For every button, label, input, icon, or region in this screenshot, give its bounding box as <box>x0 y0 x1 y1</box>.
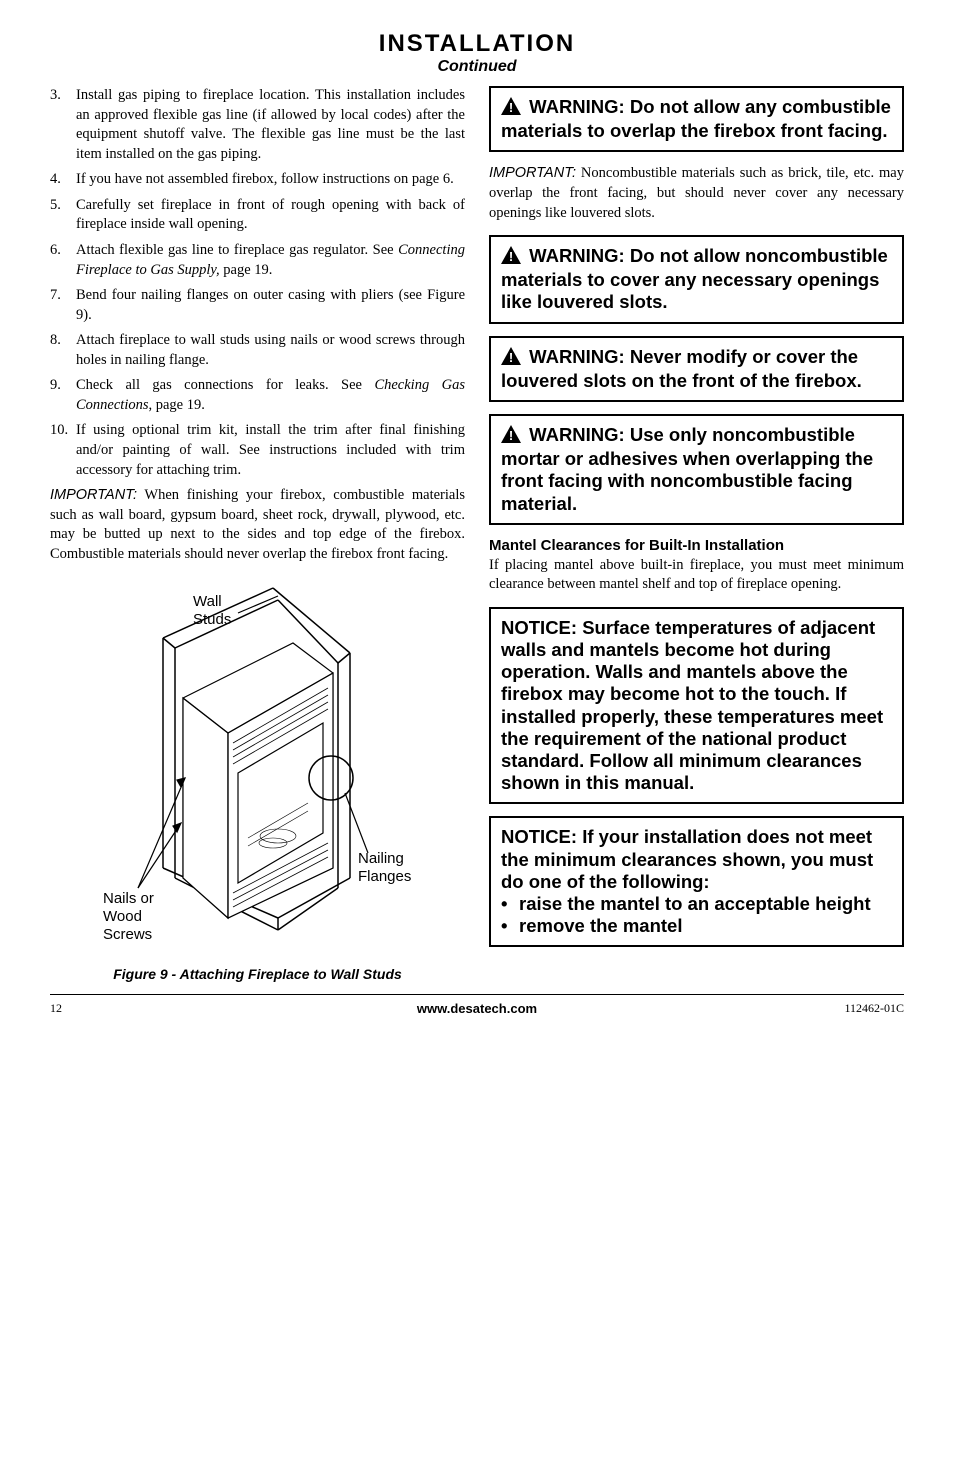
warning-2-text: WARNING: Do not allow noncombustible mat… <box>501 245 888 312</box>
list-item-body: If using optional trim kit, install the … <box>76 421 465 480</box>
list-item-body: Bend four nailing flanges on outer casin… <box>76 286 465 325</box>
bullet-text: raise the mantel to an acceptable height <box>519 893 871 915</box>
mantel-text: If placing mantel above built-in firepla… <box>489 556 904 595</box>
figure-9: Wall Studs Nailing Flanges Nails or Wood… <box>50 578 465 982</box>
list-item-number: 8. <box>50 331 76 370</box>
warning-box-3: ! WARNING: Never modify or cover the lou… <box>489 336 904 402</box>
footer-page-number: 12 <box>50 1001 170 1016</box>
list-item-body: If you have not assembled firebox, follo… <box>76 170 465 190</box>
notice-bullet: •remove the mantel <box>501 915 892 937</box>
warning-icon: ! <box>501 246 521 269</box>
warning-4-text: WARNING: Use only noncombustible mortar … <box>501 424 873 514</box>
warning-icon: ! <box>501 347 521 370</box>
warning-3-text: WARNING: Never modify or cover the louve… <box>501 346 862 391</box>
label-nailsor: Nails or <box>103 890 154 907</box>
important-label: IMPORTANT: <box>50 487 137 503</box>
notice-1-text: NOTICE: Surface temperatures of adjacent… <box>501 617 883 793</box>
list-item: 3.Install gas piping to fireplace locati… <box>50 86 465 164</box>
footer-doc-id: 112462-01C <box>784 1001 904 1016</box>
ordered-list: 3.Install gas piping to fireplace locati… <box>50 86 465 480</box>
svg-text:!: ! <box>509 428 513 443</box>
list-item-body: Check all gas connections for leaks. See… <box>76 376 465 415</box>
list-item-number: 10. <box>50 421 76 480</box>
label-wall: Wall <box>193 593 222 610</box>
svg-text:!: ! <box>509 249 513 264</box>
list-item-body: Attach fireplace to wall studs using nai… <box>76 331 465 370</box>
list-item: 8.Attach fireplace to wall studs using n… <box>50 331 465 370</box>
label-nailing: Nailing <box>358 850 404 867</box>
list-item-number: 4. <box>50 170 76 190</box>
page-subtitle: Continued <box>50 58 904 76</box>
list-item-body: Install gas piping to fireplace location… <box>76 86 465 164</box>
list-item: 6.Attach flexible gas line to fireplace … <box>50 241 465 280</box>
important-paragraph: IMPORTANT: When finishing your firebox, … <box>50 486 465 564</box>
notice-box-2: NOTICE: If your installation does not me… <box>489 816 904 947</box>
notice-box-1: NOTICE: Surface temperatures of adjacent… <box>489 607 904 805</box>
mantel-header: Mantel Clearances for Built-In Installat… <box>489 537 904 554</box>
svg-text:!: ! <box>509 350 513 365</box>
bullet-dot: • <box>501 893 519 915</box>
list-item-body: Carefully set fireplace in front of roug… <box>76 196 465 235</box>
important-label-right: IMPORTANT: <box>489 165 576 181</box>
list-item: 5.Carefully set fireplace in front of ro… <box>50 196 465 235</box>
warning-box-1: ! WARNING: Do not allow any combustible … <box>489 86 904 152</box>
label-wood: Wood <box>103 908 142 925</box>
left-column: 3.Install gas piping to fireplace locati… <box>50 86 465 982</box>
list-item: 9.Check all gas connections for leaks. S… <box>50 376 465 415</box>
list-item-body: Attach flexible gas line to fireplace ga… <box>76 241 465 280</box>
warning-box-2: ! WARNING: Do not allow noncombustible m… <box>489 235 904 324</box>
figure-9-svg: Wall Studs Nailing Flanges Nails or Wood… <box>83 578 433 958</box>
list-item-number: 6. <box>50 241 76 280</box>
label-flanges: Flanges <box>358 868 411 885</box>
warning-box-4: ! WARNING: Use only noncombustible morta… <box>489 414 904 525</box>
footer-url: www.desatech.com <box>170 1001 784 1016</box>
notice-2-intro: NOTICE: If your installation does not me… <box>501 826 892 893</box>
svg-text:!: ! <box>509 100 513 115</box>
right-column: ! WARNING: Do not allow any combustible … <box>489 86 904 982</box>
important-right: IMPORTANT: Noncombustible materials such… <box>489 164 904 223</box>
page-title: INSTALLATION <box>50 30 904 58</box>
label-screws: Screws <box>103 926 152 943</box>
list-item-number: 3. <box>50 86 76 164</box>
figure-caption: Figure 9 - Attaching Fireplace to Wall S… <box>50 966 465 982</box>
list-item: 7.Bend four nailing flanges on outer cas… <box>50 286 465 325</box>
bullet-text: remove the mantel <box>519 915 682 937</box>
label-studs: Studs <box>193 611 231 628</box>
list-item-number: 7. <box>50 286 76 325</box>
list-item: 4.If you have not assembled firebox, fol… <box>50 170 465 190</box>
notice-bullet: •raise the mantel to an acceptable heigh… <box>501 893 892 915</box>
warning-icon: ! <box>501 97 521 120</box>
list-item: 10.If using optional trim kit, install t… <box>50 421 465 480</box>
list-item-number: 9. <box>50 376 76 415</box>
warning-icon: ! <box>501 425 521 448</box>
list-item-number: 5. <box>50 196 76 235</box>
warning-1-text: WARNING: Do not allow any combustible ma… <box>501 96 891 141</box>
page-footer: 12 www.desatech.com 112462-01C <box>50 994 904 1016</box>
bullet-dot: • <box>501 915 519 937</box>
